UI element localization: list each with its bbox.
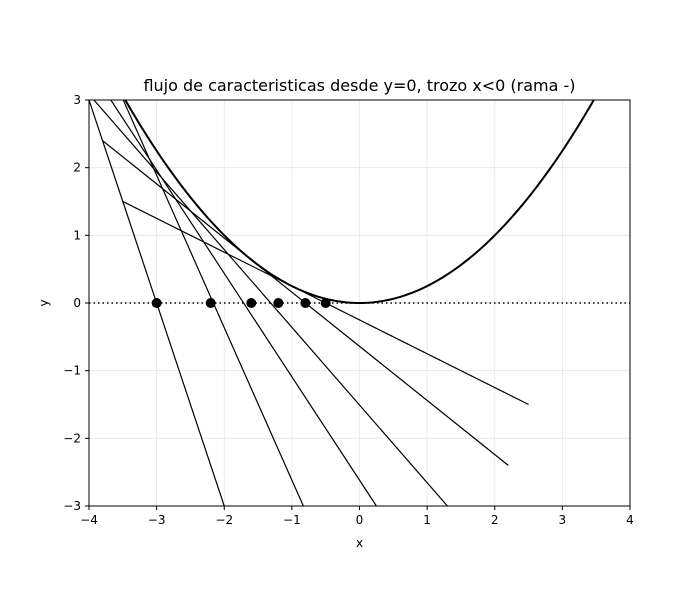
x-axis-label: x <box>356 536 363 550</box>
x-tick-label-2: −2 <box>215 513 233 527</box>
x-tick-label-5: 1 <box>423 513 431 527</box>
y-tick-label-1: −2 <box>63 431 81 445</box>
y-axis-ticks: −3 −2 −1 0 1 2 3 <box>63 93 89 513</box>
start-point-2 <box>246 298 257 308</box>
y-tick-label-4: 1 <box>73 228 81 242</box>
x-tick-label-8: 4 <box>626 513 634 527</box>
start-point-5 <box>320 298 331 308</box>
x-tick-label-6: 2 <box>491 513 499 527</box>
characteristic-line-3 <box>110 100 377 506</box>
y-tick-label-6: 3 <box>73 93 81 107</box>
y-tick-label-5: 2 <box>73 161 81 175</box>
y-axis-label: y <box>37 299 51 306</box>
x-tick-label-0: −4 <box>80 513 98 527</box>
x-tick-label-4: 0 <box>356 513 364 527</box>
x-tick-label-3: −1 <box>283 513 301 527</box>
start-point-4 <box>300 298 311 308</box>
characteristic-line-4 <box>122 100 304 506</box>
start-point-0 <box>151 298 162 308</box>
chart-title: flujo de caracteristicas desde y=0, troz… <box>143 76 575 95</box>
y-tick-label-2: −1 <box>63 364 81 378</box>
start-points <box>151 298 331 308</box>
parabola-curve <box>124 100 595 305</box>
start-point-3 <box>273 298 284 308</box>
x-tick-label-7: 3 <box>559 513 567 527</box>
characteristic-lines <box>89 100 529 506</box>
y-tick-label-3: 0 <box>73 296 81 310</box>
y-tick-label-0: −3 <box>63 499 81 513</box>
x-tick-label-1: −3 <box>148 513 166 527</box>
x-axis-ticks: −4 −3 −2 −1 0 1 2 3 4 <box>80 506 634 527</box>
characteristic-line-2 <box>93 100 448 506</box>
start-point-1 <box>205 298 216 308</box>
